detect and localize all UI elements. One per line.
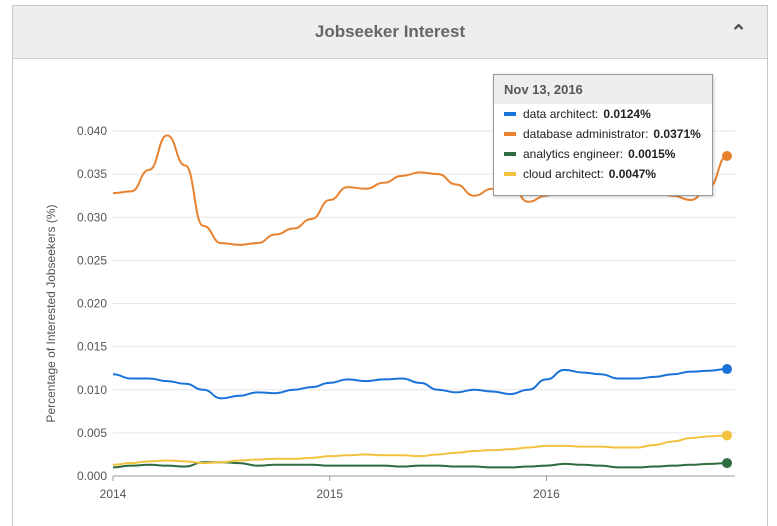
legend-swatch [504,152,516,156]
y-tick-label: 0.010 [77,383,107,397]
tooltip-label: analytics engineer [523,147,620,161]
series-line-data-architect [112,368,728,400]
series-end-marker [722,364,732,375]
tooltip-item: database administrator:0.0371% [494,124,712,144]
legend-swatch [504,172,516,176]
tooltip-date: Nov 13, 2016 [494,75,712,104]
x-tick-label: 2015 [316,487,343,501]
y-tick-label: 0.005 [77,426,107,440]
series-end-marker [722,430,732,441]
tooltip-item: data architect:0.0124% [494,104,712,124]
legend-swatch [504,132,516,136]
chevron-up-icon[interactable]: ⌃ [730,22,747,44]
y-tick-label: 0.035 [77,167,107,181]
tooltip-value: 0.0124% [603,107,651,121]
series-end-marker [722,458,732,469]
y-tick-label: 0.015 [77,340,107,354]
legend-swatch [504,112,516,116]
tooltip-label: cloud architect [523,167,601,181]
tooltip-value: 0.0015% [628,147,676,161]
chart-tooltip: Nov 13, 2016 data architect:0.0124% datab… [493,74,713,196]
tooltip-item: cloud architect:0.0047% [494,164,712,184]
x-tick-label: 2016 [533,487,560,501]
panel-header[interactable]: Jobseeker Interest ⌃ [13,6,767,59]
y-tick-label: 0.040 [77,124,107,138]
jobseeker-interest-panel: Jobseeker Interest ⌃ [12,5,768,526]
series-line-cloud-architect [112,434,728,466]
y-tick-label: 0.020 [77,297,107,311]
tooltip-label: database administrator [523,127,646,141]
x-tick-label: 2014 [100,487,127,501]
tooltip-label: data architect [523,107,596,121]
y-axis-label: Percentage of Interested Jobseekers (%) [44,204,58,422]
y-tick-label: 0.030 [77,210,107,224]
panel-title: Jobseeker Interest [314,22,466,41]
y-tick-label: 0.000 [77,469,107,483]
tooltip-value: 0.0371% [653,127,701,141]
series-end-marker [722,151,732,162]
tooltip-value: 0.0047% [608,167,657,181]
y-tick-label: 0.025 [77,253,107,267]
tooltip-item: analytics engineer:0.0015% [494,144,712,164]
